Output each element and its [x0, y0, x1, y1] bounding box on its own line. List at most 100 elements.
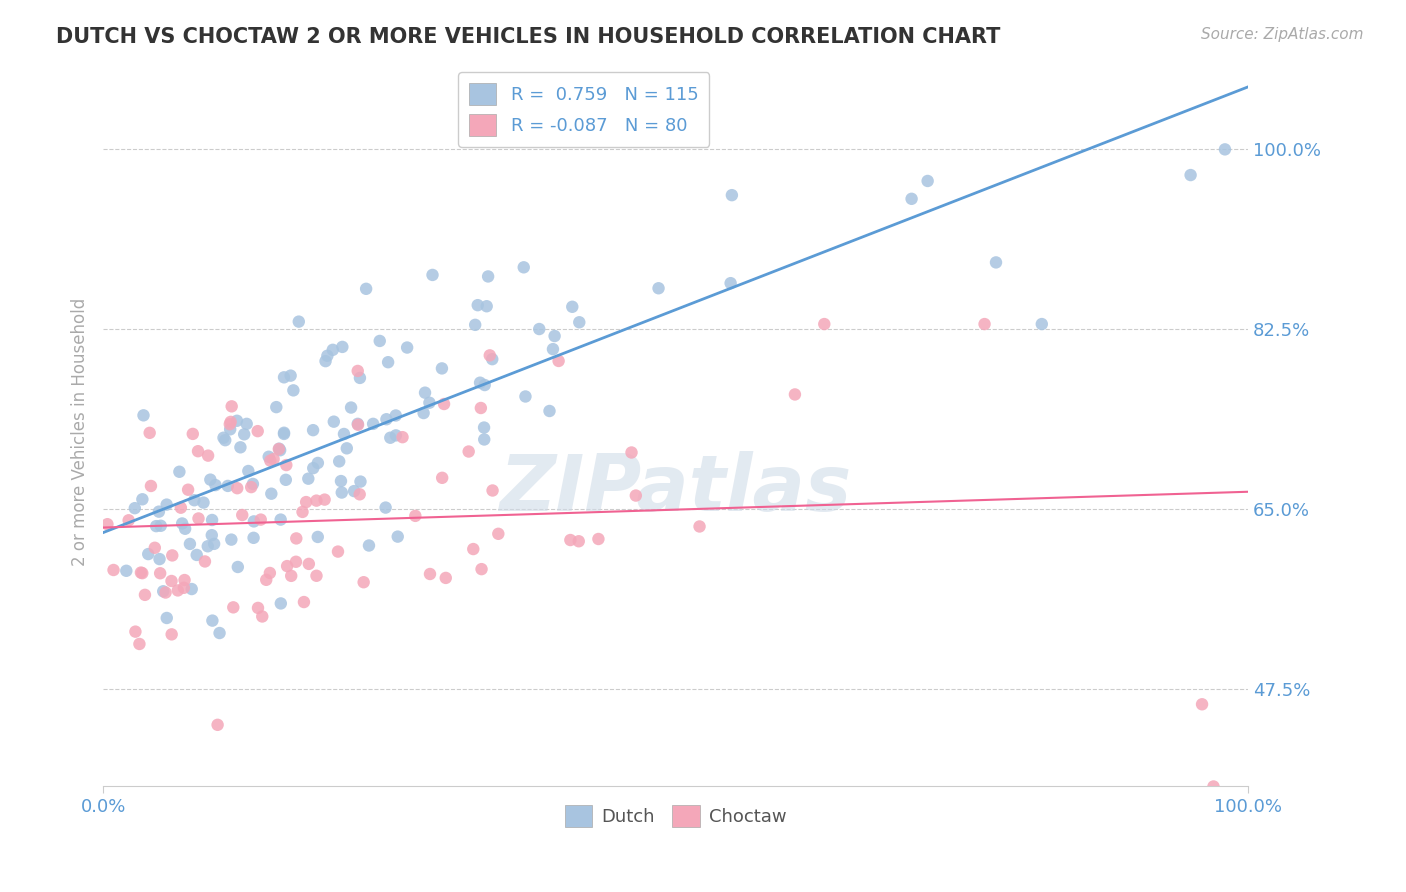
Point	[1191, 698, 1213, 712]
Point	[115, 564, 138, 578]
Point	[349, 487, 371, 501]
Text: ZIPatlas: ZIPatlas	[499, 450, 852, 526]
Point	[349, 475, 371, 489]
Point	[973, 317, 995, 331]
Point	[477, 269, 499, 284]
Point	[156, 498, 179, 512]
Point	[434, 571, 457, 585]
Point	[204, 478, 226, 492]
Point	[212, 431, 235, 445]
Point	[295, 495, 318, 509]
Point	[307, 530, 329, 544]
Point	[162, 549, 184, 563]
Point	[288, 315, 311, 329]
Point	[568, 534, 591, 549]
Point	[560, 533, 582, 547]
Point	[166, 583, 188, 598]
Point	[169, 465, 191, 479]
Point	[208, 626, 231, 640]
Point	[249, 513, 271, 527]
Point	[297, 472, 319, 486]
Point	[233, 427, 256, 442]
Point	[302, 461, 325, 475]
Point	[143, 541, 166, 555]
Point	[467, 298, 489, 312]
Point	[103, 563, 125, 577]
Point	[222, 600, 245, 615]
Point	[156, 611, 179, 625]
Point	[259, 566, 281, 580]
Point	[149, 566, 172, 581]
Point	[486, 526, 509, 541]
Point	[541, 342, 564, 356]
Point	[470, 562, 492, 576]
Point	[422, 268, 444, 282]
Point	[155, 585, 177, 599]
Point	[243, 515, 266, 529]
Point	[177, 483, 200, 497]
Point	[538, 404, 561, 418]
Point	[330, 474, 353, 488]
Point	[231, 508, 253, 522]
Point	[404, 508, 426, 523]
Point	[984, 255, 1007, 269]
Text: Source: ZipAtlas.com: Source: ZipAtlas.com	[1201, 27, 1364, 42]
Point	[380, 431, 402, 445]
Point	[330, 340, 353, 354]
Point	[221, 400, 243, 414]
Point	[298, 557, 321, 571]
Point	[478, 348, 501, 362]
Point	[1213, 142, 1236, 156]
Point	[259, 453, 281, 467]
Legend: Dutch, Choctaw: Dutch, Choctaw	[558, 797, 793, 834]
Point	[270, 596, 292, 610]
Point	[316, 349, 339, 363]
Point	[266, 400, 288, 414]
Point	[240, 480, 263, 494]
Point	[783, 387, 806, 401]
Point	[269, 443, 291, 458]
Point	[273, 370, 295, 384]
Point	[418, 395, 440, 409]
Point	[433, 397, 456, 411]
Point	[468, 376, 491, 390]
Point	[347, 417, 370, 432]
Point	[419, 566, 441, 581]
Point	[292, 595, 315, 609]
Point	[305, 568, 328, 582]
Point	[148, 552, 170, 566]
Point	[513, 260, 536, 275]
Point	[280, 368, 302, 383]
Point	[257, 450, 280, 464]
Point	[333, 427, 356, 442]
Point	[226, 481, 249, 495]
Point	[285, 532, 308, 546]
Point	[219, 415, 242, 429]
Point	[374, 500, 396, 515]
Point	[624, 489, 647, 503]
Point	[173, 581, 195, 595]
Point	[201, 513, 224, 527]
Point	[179, 537, 201, 551]
Point	[720, 276, 742, 290]
Point	[160, 627, 183, 641]
Point	[172, 516, 194, 531]
Point	[181, 426, 204, 441]
Point	[305, 493, 328, 508]
Point	[1031, 317, 1053, 331]
Point	[269, 442, 291, 456]
Point	[302, 423, 325, 437]
Point	[813, 317, 835, 331]
Point	[336, 442, 359, 456]
Point	[413, 385, 436, 400]
Point	[139, 479, 162, 493]
Point	[217, 479, 239, 493]
Point	[131, 566, 153, 581]
Point	[412, 406, 434, 420]
Point	[285, 555, 308, 569]
Point	[568, 315, 591, 329]
Point	[273, 426, 295, 441]
Point	[340, 401, 363, 415]
Point	[132, 409, 155, 423]
Point	[326, 544, 349, 558]
